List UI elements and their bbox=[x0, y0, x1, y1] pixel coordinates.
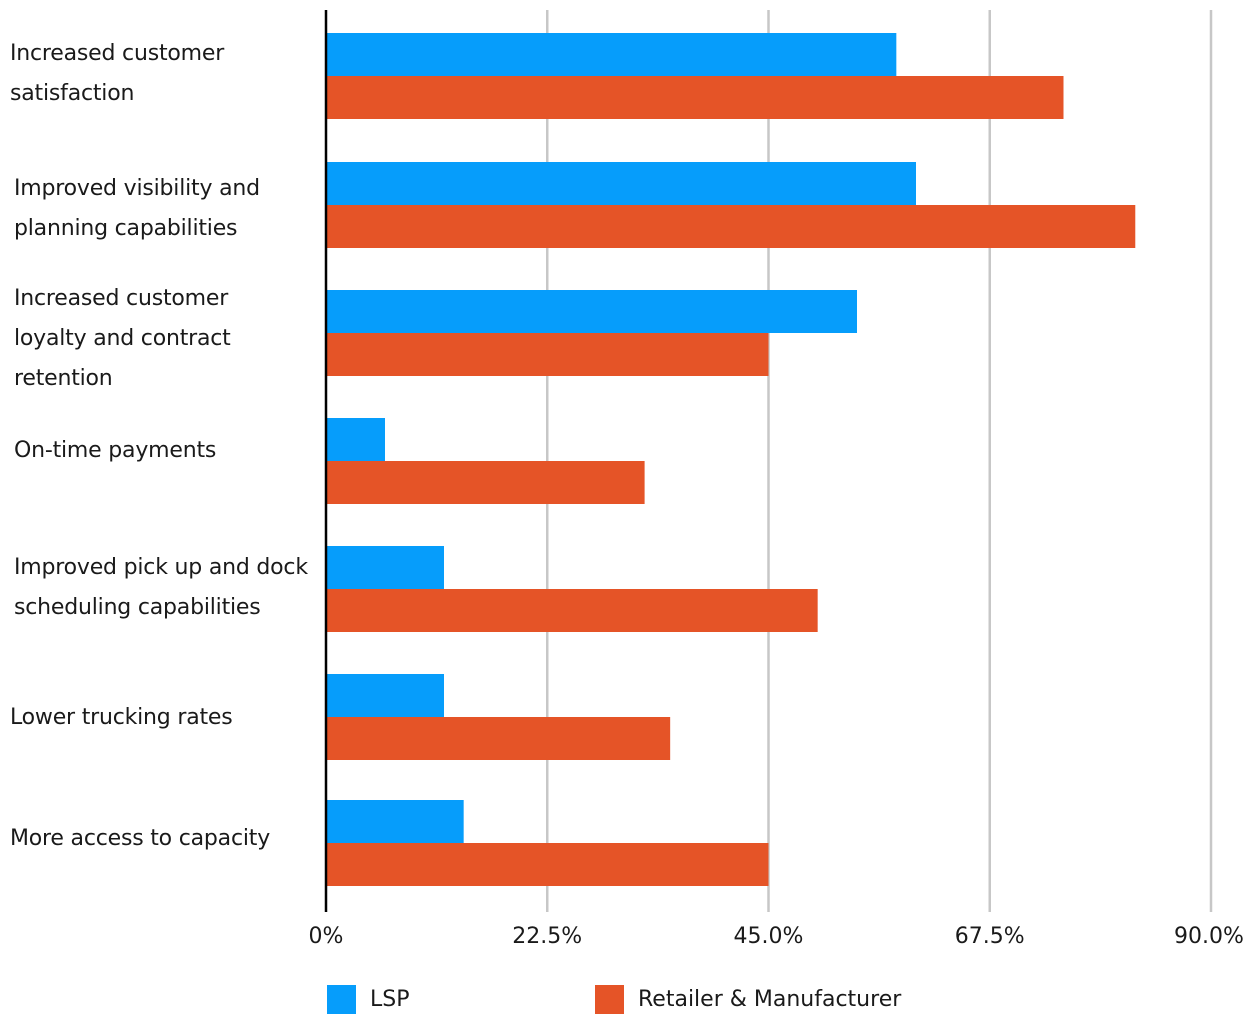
category-label-line: retention bbox=[14, 366, 113, 391]
category-label-line: planning capabilities bbox=[14, 216, 238, 241]
bar-lsp bbox=[326, 290, 857, 333]
category-label-line: scheduling capabilities bbox=[14, 595, 261, 620]
bar-retailer-manufacturer bbox=[326, 333, 769, 376]
category-label: Improved visibility and planning capabili… bbox=[14, 169, 319, 249]
x-tick-label: 90.0% bbox=[1174, 924, 1244, 949]
legend-label: Retailer & Manufacturer bbox=[638, 986, 902, 1012]
category-label-line: Lower trucking rates bbox=[10, 705, 233, 730]
legend-item: LSP bbox=[327, 984, 410, 1014]
x-tick-label: 67.5% bbox=[954, 924, 1025, 949]
category-label-line: loyalty and contract bbox=[14, 326, 231, 351]
category-label-line: satisfaction bbox=[10, 81, 135, 106]
category-label: Increased customer loyalty and contract re… bbox=[14, 279, 319, 399]
bar-retailer-manufacturer bbox=[326, 589, 818, 632]
legend-swatch bbox=[327, 984, 356, 1014]
bar-retailer-manufacturer bbox=[326, 843, 769, 886]
bar-lsp bbox=[326, 33, 897, 76]
x-tick-label: 0% bbox=[308, 924, 344, 949]
bar-retailer-manufacturer bbox=[326, 461, 645, 504]
category-label: Increased customer satisfaction bbox=[10, 34, 315, 114]
category-label-line: Improved visibility and bbox=[14, 176, 260, 201]
category-label-line: On-time payments bbox=[14, 438, 217, 463]
bar-retailer-manufacturer bbox=[326, 717, 671, 760]
bar-retailer-manufacturer bbox=[326, 76, 1064, 119]
category-label-line: Improved pick up and dock bbox=[14, 555, 308, 580]
legend-item: Retailer & Manufacturer bbox=[595, 984, 901, 1014]
category-label-line: Increased customer bbox=[10, 41, 225, 66]
x-tick-label: 22.5% bbox=[512, 924, 583, 949]
category-label-line: More access to capacity bbox=[10, 826, 271, 851]
bar-lsp bbox=[326, 162, 916, 205]
category-label: Improved pick up and dock scheduling capa… bbox=[14, 548, 319, 628]
category-label-line: Increased customer bbox=[14, 286, 229, 311]
bar-lsp bbox=[326, 674, 444, 717]
bar-lsp bbox=[326, 800, 464, 843]
category-label: Lower trucking rates bbox=[10, 698, 315, 738]
bar-lsp bbox=[326, 546, 444, 589]
legend-swatch bbox=[595, 984, 624, 1014]
category-label: On-time payments bbox=[14, 431, 319, 471]
bar-retailer-manufacturer bbox=[326, 205, 1136, 248]
bar-lsp bbox=[326, 418, 385, 461]
category-label: More access to capacity bbox=[10, 819, 315, 859]
legend-label: LSP bbox=[370, 986, 410, 1012]
x-tick-label: 45.0% bbox=[733, 924, 804, 949]
